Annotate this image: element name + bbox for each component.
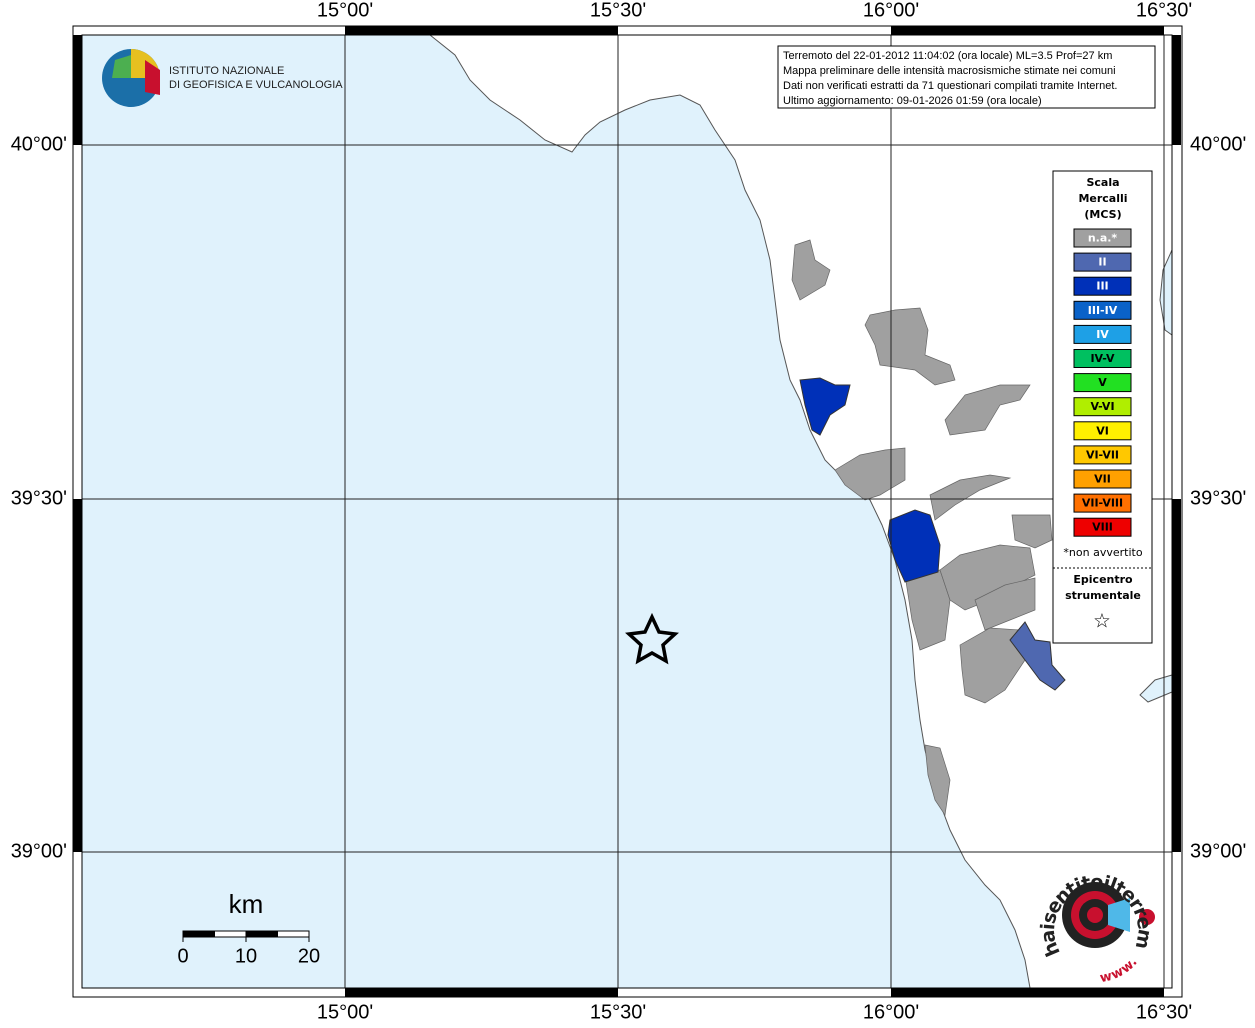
land — [428, 34, 1173, 989]
legend-label: VI-VII — [1086, 448, 1119, 461]
legend-swatch — [1073, 421, 1132, 441]
legend-title: Mercalli — [1078, 192, 1127, 205]
legend-note: *non avvertito — [1063, 546, 1142, 559]
epicenter-star — [625, 612, 679, 665]
lat-label: 40°00' — [11, 133, 67, 155]
lat-label: 39°30' — [1190, 487, 1246, 509]
coordinate-labels: 15°00' 15°00' 15°30' 15°30' 16°00' 16°00' 16°3… — [11, 0, 1247, 1023]
legend-epicenter: strumentale — [1065, 589, 1141, 602]
legend-label: IV — [1096, 328, 1109, 341]
scale-label: 10 — [235, 945, 257, 967]
info-line: Ultimo aggiornamento: 09-01-2026 01:59 (… — [783, 95, 1042, 107]
lat-label: 39°00' — [11, 840, 67, 862]
lat-label: 39°30' — [11, 487, 67, 509]
info-lines: Terremoto del 22-01-2012 11:04:02 (ora l… — [783, 50, 1117, 107]
legend-swatch — [1073, 373, 1132, 393]
scale-label: 20 — [298, 945, 320, 967]
legend-star: ☆ — [1093, 609, 1111, 633]
lon-label: 16°00' — [863, 1001, 919, 1023]
legend-epicenter: Epicentro — [1073, 573, 1133, 586]
info-box — [777, 45, 1156, 109]
legend-swatch — [1073, 228, 1132, 248]
lon-label: 16°30' — [1136, 1001, 1192, 1023]
legend-label: VII — [1094, 473, 1111, 486]
legend-label: IV-V — [1090, 352, 1115, 365]
legend-label: VIII — [1092, 521, 1113, 534]
legend-swatch — [1073, 300, 1132, 320]
lon-label: 16°30' — [1136, 0, 1192, 21]
legend-swatch — [1073, 276, 1132, 296]
legend-label: III-IV — [1088, 304, 1118, 317]
legend-label: V-VI — [1090, 400, 1114, 413]
lat-label: 39°00' — [1190, 840, 1246, 862]
info-line: Dati non verificati estratti da 71 quest… — [783, 80, 1117, 92]
legend-label: VI — [1096, 424, 1109, 437]
legend-swatch — [1073, 445, 1132, 465]
lon-label: 15°00' — [317, 1001, 373, 1023]
institute-line: ISTITUTO NAZIONALE — [169, 65, 284, 77]
institute-line: DI GEOFISICA E VULCANOLOGIA — [169, 79, 343, 91]
legend-label: II — [1098, 256, 1106, 269]
legend-swatch — [1073, 517, 1132, 537]
legend-swatch — [1073, 469, 1132, 489]
legend-swatch — [1073, 324, 1132, 344]
mcs-areas — [799, 377, 1066, 691]
legend-title: (MCS) — [1084, 208, 1121, 221]
scale-unit: km — [229, 889, 264, 919]
lon-label: 15°30' — [590, 1001, 646, 1023]
scale-bar: km 0 10 20 — [177, 889, 320, 967]
legend-label: V — [1098, 376, 1107, 389]
lat-label: 40°00' — [1190, 133, 1246, 155]
legend-swatch — [1073, 397, 1132, 417]
lon-label: 15°00' — [317, 0, 373, 21]
legend-swatch — [1073, 349, 1132, 368]
lon-label: 15°30' — [590, 0, 646, 21]
legend: ScalaMercalli(MCS)n.a.*IIIIIIII-IVIVIV-V… — [1073, 176, 1132, 537]
legend-swatch — [1073, 252, 1132, 272]
legend-swatch — [1073, 493, 1132, 513]
frame — [72, 25, 1183, 998]
lon-label: 16°00' — [863, 0, 919, 21]
legend-label: n.a.* — [1088, 232, 1118, 245]
legend-title: Scala — [1086, 176, 1119, 189]
scale-label: 0 — [177, 945, 188, 967]
ingv-logo: ISTITUTO NAZIONALE DI GEOFISICA E VULCAN… — [102, 49, 343, 107]
legend-label: VII-VIII — [1082, 497, 1123, 510]
info-line: Mappa preliminare delle intensità macros… — [783, 65, 1116, 77]
graticule — [82, 35, 1172, 988]
municipalities — [791, 239, 1053, 816]
legend-label: III — [1096, 280, 1108, 293]
info-line: Terremoto del 22-01-2012 11:04:02 (ora l… — [783, 50, 1112, 62]
